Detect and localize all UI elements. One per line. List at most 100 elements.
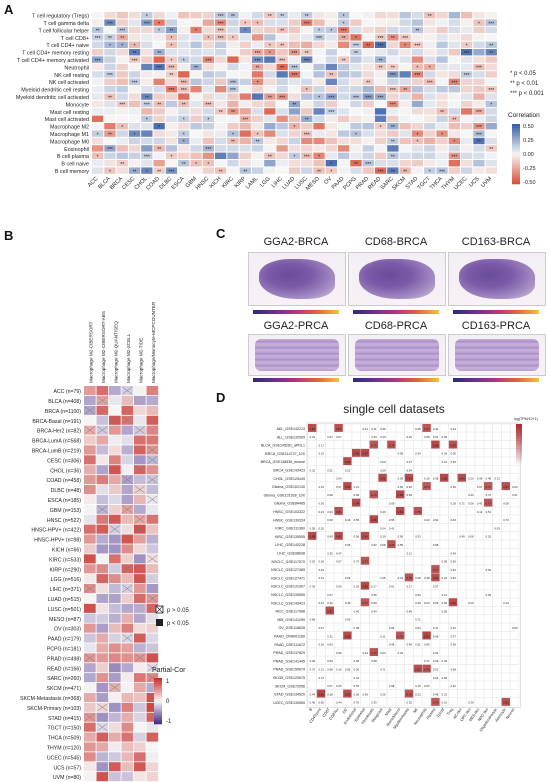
- he-title-4: GGA2-PRCA: [263, 320, 329, 332]
- panel-a-cell: [301, 86, 313, 93]
- panel-b-ns-cross: [97, 723, 108, 731]
- panel-b-row-label: ACC (n=79): [53, 389, 81, 395]
- panel-d-col-label: Mast: [384, 707, 393, 717]
- panel-a-cell: [92, 145, 104, 152]
- panel-a-colorbar-step: [512, 148, 520, 151]
- panel-a-cell: [325, 167, 337, 174]
- panel-b-col-label: Macrophage M2-CIBERSORT-ABS: [101, 311, 106, 383]
- panel-a-cell: [264, 152, 276, 159]
- panel-d-cell: [501, 672, 511, 682]
- panel-b-cell: [96, 475, 109, 485]
- panel-a-colorbar-step: [512, 124, 520, 127]
- panel-a-cell: [276, 19, 288, 26]
- panel-a-cell: [448, 56, 460, 63]
- panel-a-cell: [338, 86, 350, 93]
- panel-b-colorbar-step: [154, 685, 162, 688]
- panel-d-cell: [475, 598, 484, 607]
- panel-b-cell: [109, 712, 121, 722]
- panel-d-cell: [466, 515, 475, 524]
- panel-d-cell: [510, 639, 519, 648]
- panel-d-cell: [483, 523, 493, 532]
- panel-a-cell: [227, 34, 239, 41]
- panel-d-colorbar-step: [516, 428, 522, 431]
- panel-a-cell: [128, 100, 141, 108]
- panel-b-colorbar-step: [154, 693, 162, 696]
- panel-b-cell: [109, 613, 121, 623]
- panel-b-cell: [84, 415, 96, 425]
- panel-d-cell: [510, 448, 519, 457]
- panel-b-cell: [121, 603, 134, 613]
- panel-d-cell: [343, 681, 352, 690]
- panel-a-cell: [215, 123, 227, 130]
- panel-a-cell: [313, 26, 325, 34]
- panel-a-cell: [411, 86, 424, 93]
- panel-a-cell: [325, 137, 337, 145]
- panel-a-sig-mark: ***: [390, 73, 396, 79]
- panel-a-cell: [190, 26, 202, 34]
- panel-b-cell: [96, 643, 109, 653]
- panel-b-cell: [134, 702, 146, 712]
- panel-a-row-label: T cell CD4+ naive: [46, 43, 89, 49]
- panel-d-cell-value: 0.78: [406, 692, 412, 696]
- panel-a-cell: [215, 100, 227, 108]
- panel-a-sig-mark: **: [391, 169, 395, 175]
- panel-d-cell: [475, 498, 484, 507]
- panel-d-cell: [316, 490, 326, 499]
- panel-d-cell-fill: [343, 689, 352, 698]
- panel-a-cell: [325, 56, 337, 63]
- panel-d-cell-value: 0.23: [433, 651, 439, 655]
- panel-d-cell: [316, 540, 326, 549]
- panel-b-colorbar-step: [154, 716, 162, 719]
- panel-d-col-label: DC: [342, 707, 349, 714]
- panel-d-cell: [378, 647, 387, 657]
- panel-a-cell: [153, 26, 165, 34]
- panel-a-cell: [461, 49, 473, 56]
- panel-b-row-label: UCS (n=57): [53, 765, 81, 771]
- panel-a-sig-mark: *: [318, 29, 320, 35]
- panel-d-cell: [395, 598, 405, 607]
- panel-d-cell: [360, 623, 370, 632]
- panel-d-cell: [492, 490, 502, 499]
- panel-b-cell: [84, 692, 96, 702]
- panel-b-ns-cross: [134, 485, 145, 494]
- panel-a-sig-mark: *: [269, 44, 271, 50]
- panel-a-sig-mark: **: [403, 169, 407, 175]
- panel-b-cell: [121, 425, 134, 435]
- panel-d-cell: [307, 589, 317, 599]
- panel-d-cell: [457, 689, 467, 698]
- panel-d-row-label: ALL_GSE132509: [277, 435, 305, 439]
- panel-a-cell: [202, 19, 214, 26]
- panel-a-cell: [288, 108, 301, 115]
- panel-d-cell-value: 0.21: [318, 668, 324, 672]
- panel-d-cell: [395, 432, 405, 441]
- panel-d-cell-fill: [352, 498, 361, 507]
- panel-d-cell-fill: [369, 515, 378, 524]
- panel-a-cell: [178, 130, 190, 137]
- panel-d-cell: [501, 681, 511, 690]
- panel-a-cell: [165, 145, 178, 152]
- panel-a-cell: [276, 100, 288, 108]
- panel-b-cell: [146, 415, 159, 425]
- panel-a-cell: [461, 130, 473, 137]
- panel-a-cell: [411, 56, 424, 63]
- panel-d-cell: [492, 440, 502, 449]
- panel-a-cell: [473, 160, 485, 167]
- panel-d-cell: [483, 423, 493, 433]
- panel-d-cell-value: 0.84: [450, 601, 456, 605]
- panel-d-cell: [431, 540, 440, 549]
- panel-d-cell: [369, 457, 379, 466]
- panel-a-sig-mark: *: [121, 125, 123, 131]
- panel-a-cell: [313, 152, 325, 159]
- panel-d-cell: [431, 647, 440, 657]
- panel-d-cell: [466, 606, 475, 615]
- panel-a-colorbar-step: [512, 156, 520, 159]
- panel-d-cell: [439, 440, 449, 449]
- panel-d-cell: [404, 490, 414, 499]
- panel-d-cell: [448, 614, 458, 623]
- panel-a-cell: [448, 71, 460, 78]
- panel-a-cell: [153, 63, 165, 71]
- panel-d-cell: [431, 465, 440, 474]
- panel-a-colorbar-tick: 0.00: [523, 152, 534, 158]
- panel-a-cell: [387, 115, 399, 122]
- panel-a-sig-mark: *: [318, 155, 320, 161]
